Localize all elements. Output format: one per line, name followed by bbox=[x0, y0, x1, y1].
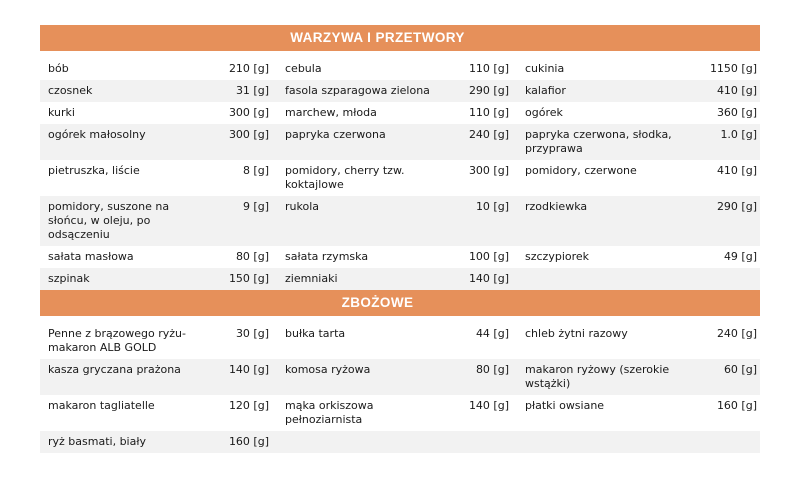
item-weight: 300 [g] bbox=[228, 106, 269, 119]
item-weight: 1150 [g] bbox=[709, 62, 757, 75]
item-weight: 60 [g] bbox=[723, 363, 757, 376]
item-name: makaron tagliatelle bbox=[48, 399, 155, 412]
item-name: komosa ryżowa bbox=[285, 363, 371, 376]
item-name: pomidory, suszone na słońcu, w oleju, po… bbox=[48, 200, 170, 241]
item-weight: 410 [g] bbox=[716, 84, 757, 97]
item-name: marchew, młoda bbox=[285, 106, 377, 119]
item-name: kalafior bbox=[525, 84, 566, 97]
item-name: fasola szparagowa zielona bbox=[285, 84, 430, 97]
item-name bbox=[512, 431, 692, 453]
item-weight: 80 [g] bbox=[475, 363, 509, 376]
item-name: chleb żytni razowy bbox=[525, 327, 628, 340]
table-row: pomidory, suszone na słońcu, w oleju, po… bbox=[40, 196, 760, 246]
table-row: pietruszka, liście 8 [g] pomidory, cherr… bbox=[40, 160, 760, 196]
item-name: rukola bbox=[285, 200, 319, 213]
item-weight bbox=[452, 431, 512, 453]
item-name: pietruszka, liście bbox=[48, 164, 140, 177]
item-weight: 110 [g] bbox=[468, 62, 509, 75]
warzywa-table: bób 210 [g] cebula 110 [g] cukinia 1150 … bbox=[40, 58, 760, 290]
item-name: kurki bbox=[48, 106, 75, 119]
item-name: bułka tarta bbox=[285, 327, 346, 340]
table-row: ogórek małosolny 300 [g] papryka czerwon… bbox=[40, 124, 760, 160]
item-weight: 30 [g] bbox=[235, 327, 269, 340]
item-weight: 1.0 [g] bbox=[720, 128, 757, 141]
item-weight: 80 [g] bbox=[235, 250, 269, 263]
table-row: szpinak 150 [g] ziemniaki 140 [g] bbox=[40, 268, 760, 290]
item-weight: 49 [g] bbox=[723, 250, 757, 263]
item-weight: 240 [g] bbox=[468, 128, 509, 141]
item-weight: 100 [g] bbox=[468, 250, 509, 263]
item-name: szczypiorek bbox=[525, 250, 590, 263]
item-weight: 300 [g] bbox=[228, 128, 269, 141]
table-row: sałata masłowa 80 [g] sałata rzymska 100… bbox=[40, 246, 760, 268]
shopping-list-document: WARZYWA I PRZETWORY bób 210 [g] cebula 1… bbox=[40, 25, 760, 453]
item-weight: 140 [g] bbox=[228, 363, 269, 376]
item-weight: 110 [g] bbox=[468, 106, 509, 119]
item-weight: 290 [g] bbox=[716, 200, 757, 213]
item-name: papryka czerwona bbox=[285, 128, 386, 141]
item-weight bbox=[692, 268, 760, 290]
item-weight: 240 [g] bbox=[716, 327, 757, 340]
section-header-warzywa: WARZYWA I PRZETWORY bbox=[40, 25, 760, 51]
item-name bbox=[512, 268, 692, 290]
item-name: szpinak bbox=[48, 272, 90, 285]
item-name bbox=[272, 431, 452, 453]
item-name: makaron ryżowy (szerokie wstążki) bbox=[525, 363, 670, 390]
item-weight: 300 [g] bbox=[468, 164, 509, 177]
item-name: ziemniaki bbox=[285, 272, 338, 285]
table-row: bób 210 [g] cebula 110 [g] cukinia 1150 … bbox=[40, 58, 760, 80]
item-name: ogórek bbox=[525, 106, 563, 119]
item-weight: 160 [g] bbox=[228, 435, 269, 448]
item-name: pomidory, czerwone bbox=[525, 164, 637, 177]
item-name: sałata rzymska bbox=[285, 250, 369, 263]
item-weight: 8 [g] bbox=[242, 164, 269, 177]
table-row: Penne z brązowego ryżu-makaron ALB GOLD … bbox=[40, 323, 760, 359]
item-name: ryż basmati, biały bbox=[48, 435, 146, 448]
item-weight bbox=[692, 431, 760, 453]
document-page: { "page": { "background": "#ffffff", "te… bbox=[0, 25, 800, 504]
item-weight: 210 [g] bbox=[228, 62, 269, 75]
item-weight: 160 [g] bbox=[716, 399, 757, 412]
item-weight: 410 [g] bbox=[716, 164, 757, 177]
table-row: kasza gryczana prażona 140 [g] komosa ry… bbox=[40, 359, 760, 395]
table-row: kurki 300 [g] marchew, młoda 110 [g] ogó… bbox=[40, 102, 760, 124]
item-name: rzodkiewka bbox=[525, 200, 588, 213]
item-weight: 150 [g] bbox=[228, 272, 269, 285]
item-weight: 360 [g] bbox=[716, 106, 757, 119]
item-weight: 290 [g] bbox=[468, 84, 509, 97]
item-weight: 120 [g] bbox=[228, 399, 269, 412]
item-weight: 44 [g] bbox=[475, 327, 509, 340]
item-name: Penne z brązowego ryżu-makaron ALB GOLD bbox=[48, 327, 186, 354]
item-name: bób bbox=[48, 62, 69, 75]
item-name: sałata masłowa bbox=[48, 250, 134, 263]
item-weight: 31 [g] bbox=[235, 84, 269, 97]
item-weight: 10 [g] bbox=[475, 200, 509, 213]
item-name: pomidory, cherry tzw. koktajlowe bbox=[285, 164, 405, 191]
section-header-zbozowe: ZBOŻOWE bbox=[40, 290, 760, 316]
item-name: cebula bbox=[285, 62, 322, 75]
table-row: ryż basmati, biały 160 [g] bbox=[40, 431, 760, 453]
item-weight: 140 [g] bbox=[468, 272, 509, 285]
item-name: mąka orkiszowa pełnoziarnista bbox=[285, 399, 374, 426]
table-row: czosnek 31 [g] fasola szparagowa zielona… bbox=[40, 80, 760, 102]
table-row: makaron tagliatelle 120 [g] mąka orkiszo… bbox=[40, 395, 760, 431]
item-weight: 140 [g] bbox=[468, 399, 509, 412]
item-name: papryka czerwona, słodka, przyprawa bbox=[525, 128, 672, 155]
item-name: czosnek bbox=[48, 84, 93, 97]
item-weight: 9 [g] bbox=[242, 200, 269, 213]
item-name: kasza gryczana prażona bbox=[48, 363, 181, 376]
item-name: cukinia bbox=[525, 62, 565, 75]
item-name: ogórek małosolny bbox=[48, 128, 146, 141]
zbozowe-table: Penne z brązowego ryżu-makaron ALB GOLD … bbox=[40, 323, 760, 453]
item-name: płatki owsiane bbox=[525, 399, 605, 412]
